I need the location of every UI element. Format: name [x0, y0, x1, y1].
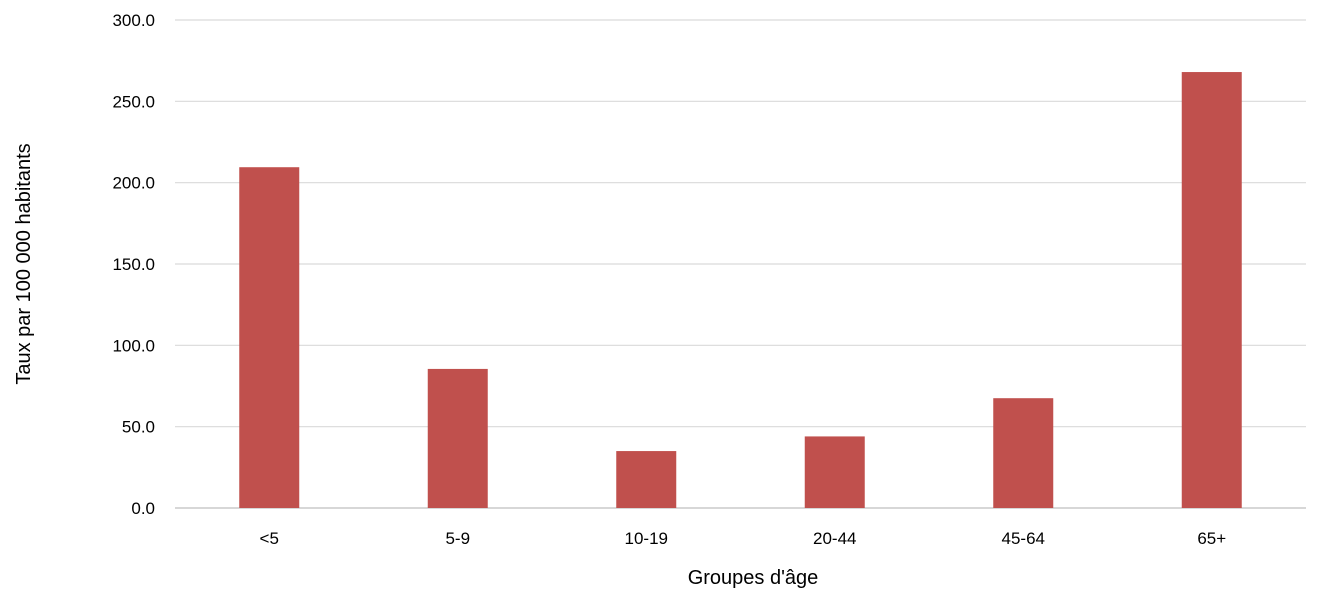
- y-tick-label: 250.0: [112, 92, 155, 111]
- y-tick-label: 0.0: [131, 499, 155, 518]
- y-tick-label: 300.0: [112, 11, 155, 30]
- y-tick-label: 150.0: [112, 255, 155, 274]
- bar: [804, 436, 865, 508]
- x-tick-label: 45-64: [1002, 529, 1045, 548]
- x-tick-label: 65+: [1197, 529, 1226, 548]
- bar: [427, 368, 488, 508]
- x-axis-title: Groupes d'âge: [688, 567, 819, 589]
- y-tick-label: 50.0: [122, 418, 155, 437]
- y-tick-labels: 0.0 50.0 100.0 150.0 200.0 250.0 300.0: [112, 11, 155, 518]
- bars: [239, 72, 1242, 509]
- y-tick-label: 200.0: [112, 174, 155, 193]
- bar: [993, 398, 1054, 508]
- x-tick-label: 5-9: [445, 529, 470, 548]
- y-axis-title: Taux par 100 000 habitants: [13, 143, 35, 384]
- bar: [1181, 72, 1242, 508]
- gridlines: [175, 19, 1306, 509]
- x-tick-labels: <5 5-9 10-19 20-44 45-64 65+: [260, 529, 1227, 548]
- x-tick-label: 10-19: [625, 529, 668, 548]
- y-tick-label: 100.0: [112, 336, 155, 355]
- bar: [616, 451, 677, 508]
- x-tick-label: 20-44: [813, 529, 856, 548]
- bar: [239, 167, 300, 509]
- x-tick-label: <5: [260, 529, 279, 548]
